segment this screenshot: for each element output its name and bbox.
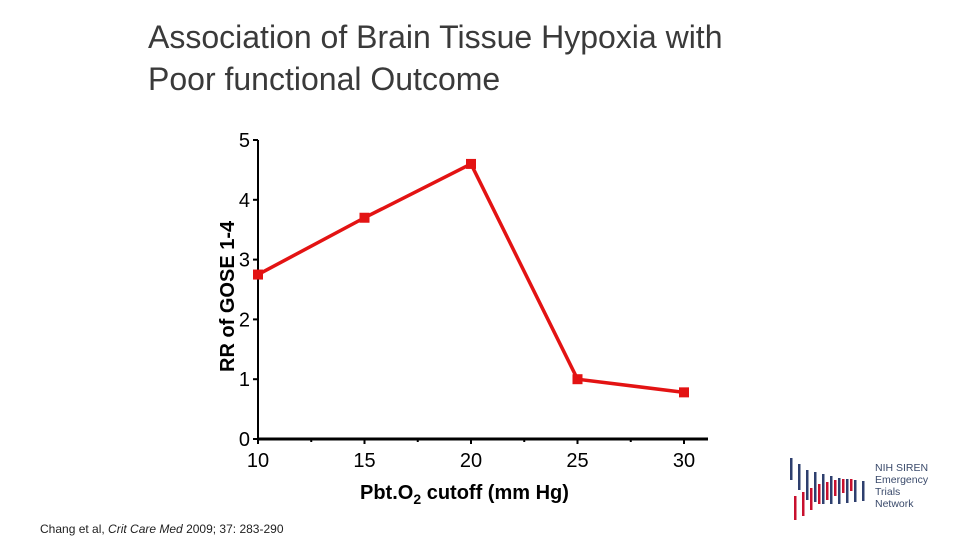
x-axis-label-tail: cutoff (mm Hg): [421, 482, 569, 504]
logo-line-2: Emergency: [875, 474, 929, 486]
logo-line-4: Network: [875, 498, 914, 510]
citation-suffix: 2009; 37: 283-290: [182, 522, 284, 536]
data-point-marker: [466, 158, 476, 169]
x-axis-label-main: Pbt.O: [360, 482, 413, 504]
x-axis-label-subscript: 2: [413, 491, 421, 507]
slide-title: Association of Brain Tissue Hypoxia with…: [148, 16, 722, 100]
data-point-marker: [359, 212, 370, 223]
x-ticks: 10 15 20 25 30: [247, 439, 695, 472]
title-line-1: Association of Brain Tissue Hypoxia with: [148, 19, 723, 55]
x-tick-label: 20: [460, 450, 482, 472]
x-tick-label: 25: [566, 450, 588, 472]
logo-text: NIH SIREN Emergency Trials Network: [875, 462, 928, 510]
citation-journal: Crit Care Med: [108, 522, 183, 536]
logo-line-3: Trials: [875, 486, 901, 498]
y-tick-label: 3: [239, 250, 250, 272]
y-tick-label: 1: [239, 369, 250, 391]
series-layer: [253, 158, 689, 398]
series-line: [257, 162, 685, 395]
x-tick-label: 30: [673, 450, 695, 472]
data-point-marker: [572, 374, 583, 385]
citation-prefix: Chang et al,: [40, 522, 109, 536]
title-line-2: Poor functional Outcome: [148, 61, 501, 97]
logo-line-1: NIH SIREN: [875, 462, 929, 474]
x-axis-label: Pbt.O2 cutoff (mm Hg): [360, 482, 569, 507]
citation: Chang et al, Crit Care Med 2009; 37: 283…: [40, 522, 284, 536]
data-point-marker: [679, 387, 689, 398]
y-tick-label: 0: [239, 429, 250, 451]
x-tick-label: 15: [353, 450, 375, 472]
nih-siren-logo-icon: [790, 458, 865, 520]
y-tick-label: 2: [239, 309, 250, 331]
data-point-marker: [253, 269, 263, 280]
x-tick-label: 10: [247, 450, 269, 472]
y-ticks: 0 1 2 3 4 5: [239, 130, 258, 451]
y-tick-label: 4: [239, 190, 250, 212]
y-tick-label: 5: [239, 130, 250, 152]
y-axis-label: RR of GOSE 1-4: [217, 220, 239, 372]
chart-axes: [257, 140, 708, 441]
